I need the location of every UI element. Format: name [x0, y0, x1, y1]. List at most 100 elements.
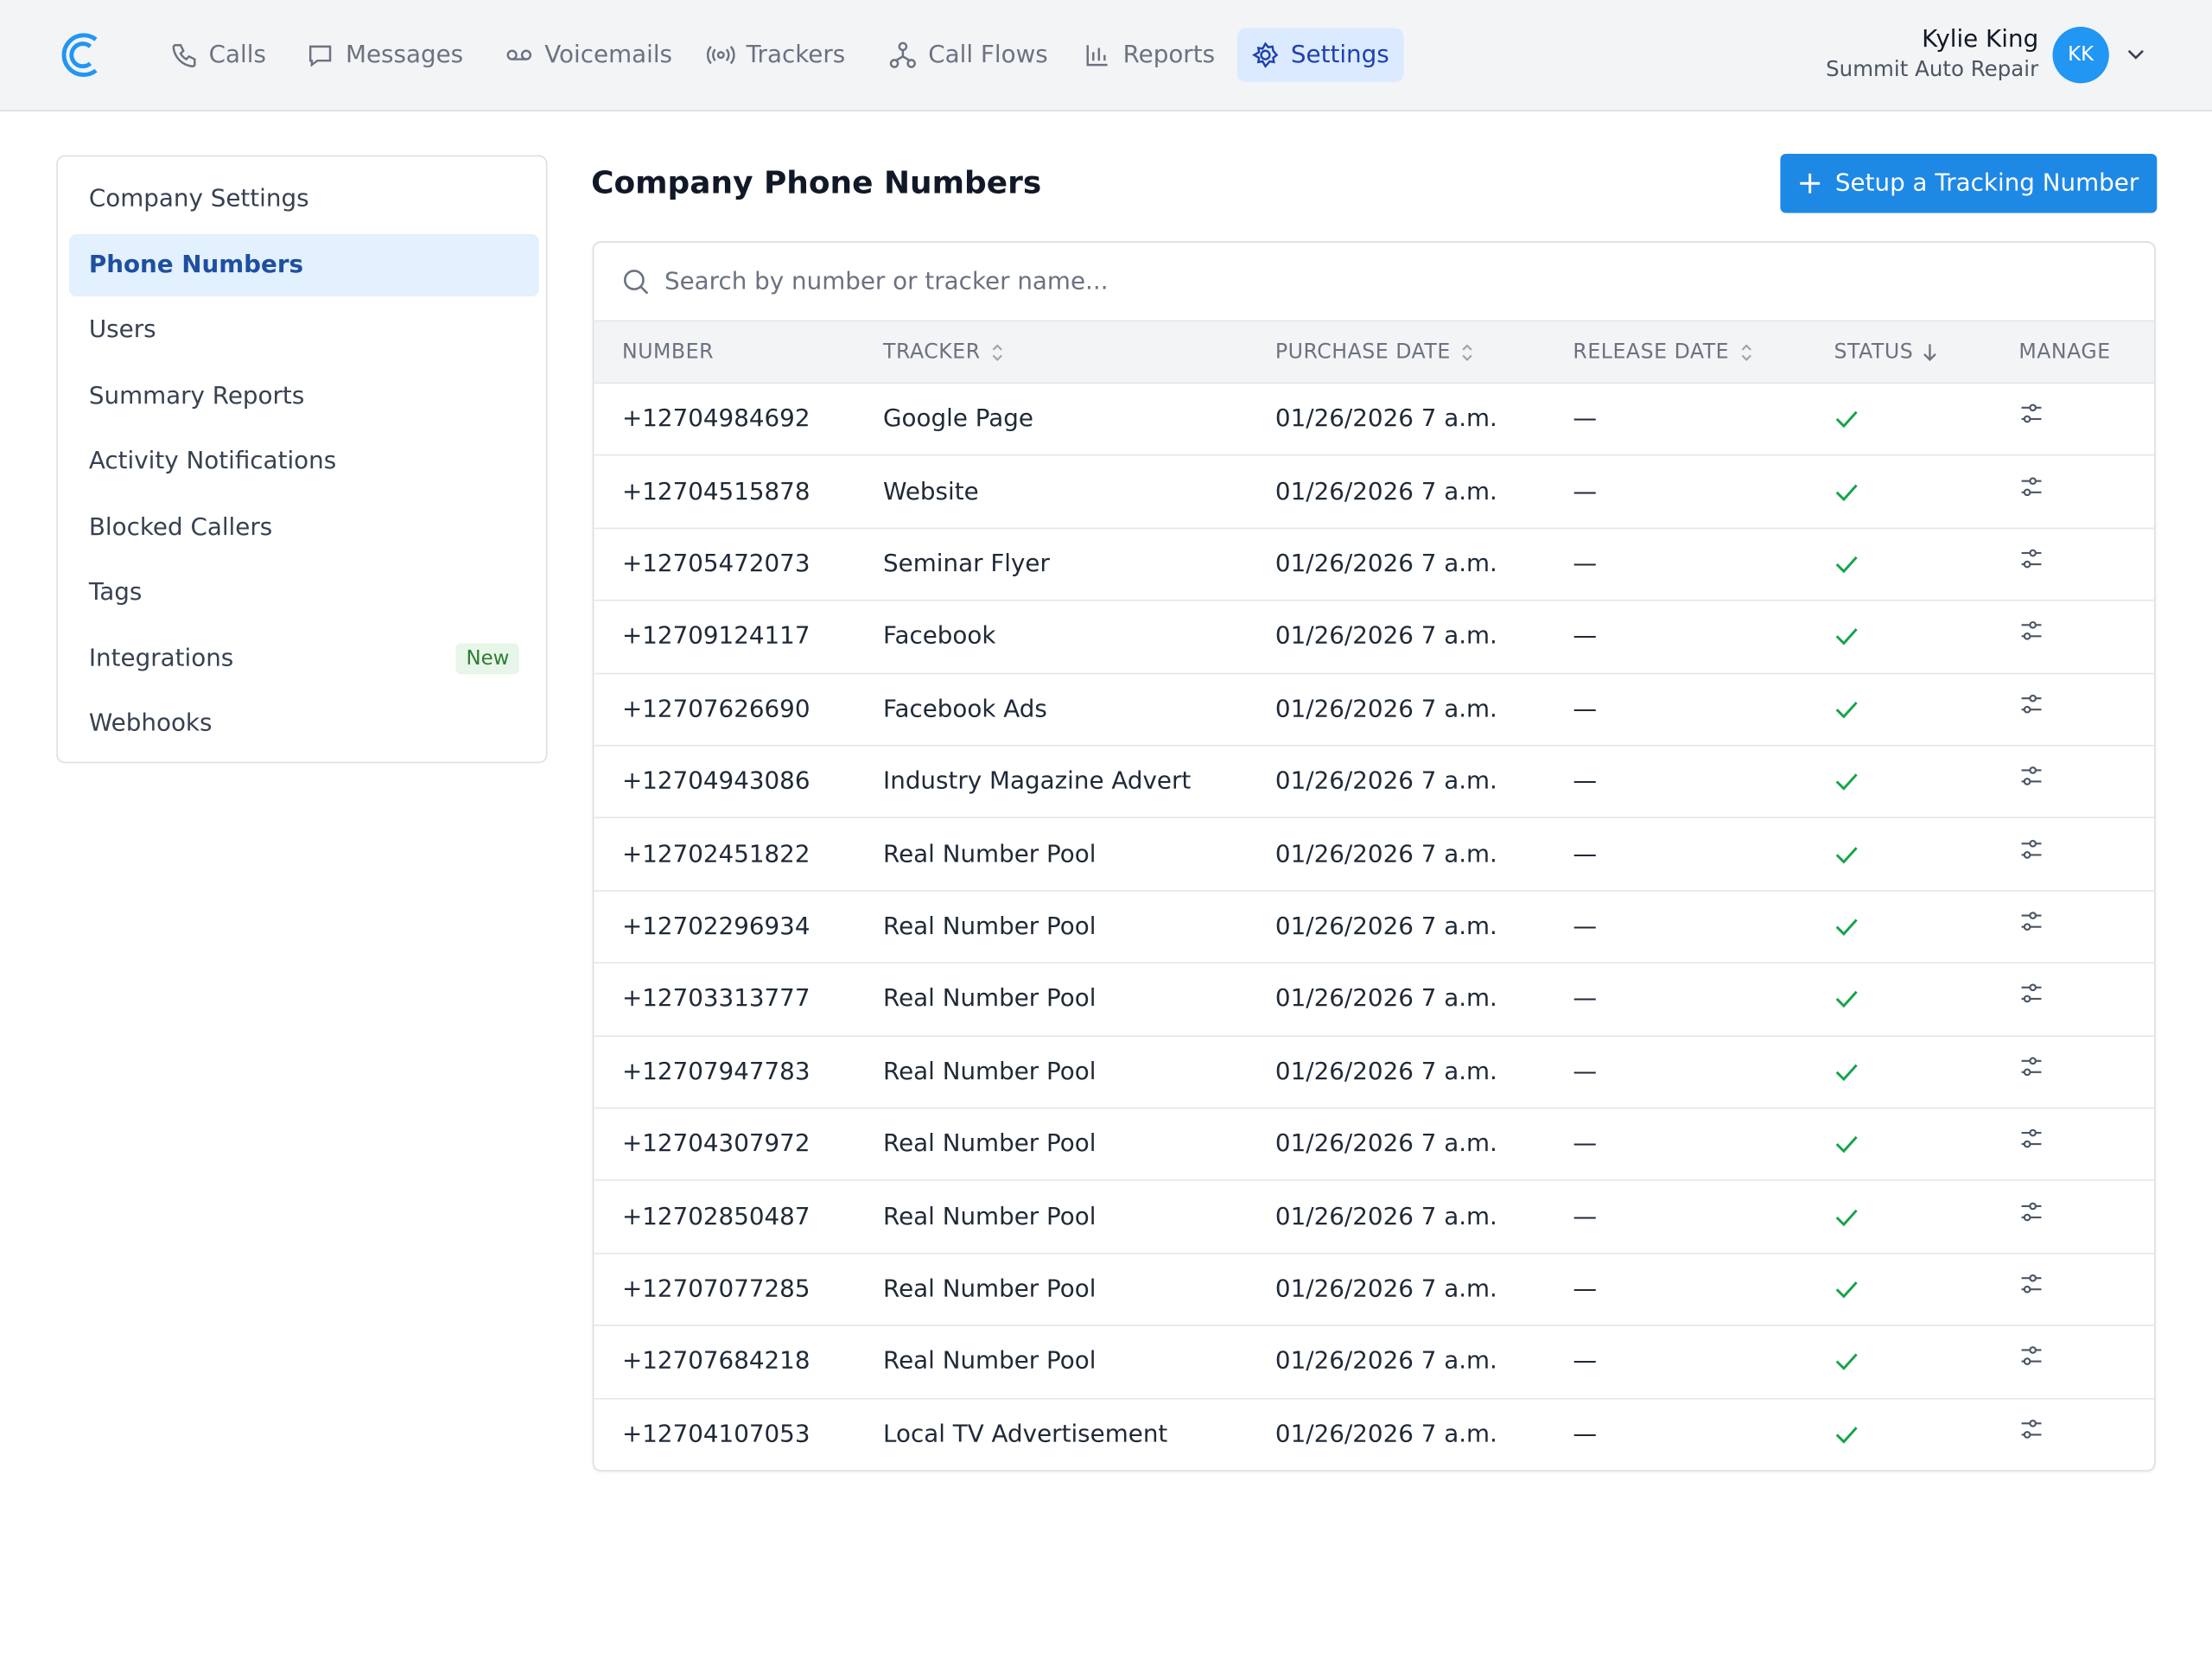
sidebar-item[interactable]: Integrations New [69, 627, 539, 690]
nav-item[interactable]: Call Flows [874, 29, 1062, 82]
tracker-cell: Facebook [883, 622, 996, 652]
search-box[interactable]: Search by number or tracker name... [594, 243, 2154, 321]
avatar[interactable]: KK [2052, 27, 2109, 84]
tracker-cell: Google Page [883, 404, 1033, 434]
setup-tracking-number-button[interactable]: Setup a Tracking Number [1780, 153, 2158, 213]
manage-icon [2018, 1126, 2044, 1151]
sidebar-label: Tags [88, 578, 143, 607]
sidebar-item[interactable]: Company Settings [69, 168, 539, 230]
nav-item[interactable]: Trackers [693, 29, 860, 82]
nav-icon-svg [506, 49, 532, 60]
nav-icon [1084, 41, 1112, 69]
column-header-label: STATUS [1834, 340, 1914, 364]
nav-label: Call Flows [928, 41, 1048, 69]
manage-cell[interactable] [2018, 1393, 2044, 1464]
logo[interactable] [60, 31, 105, 79]
sidebar-item[interactable]: Blocked Callers [69, 496, 539, 558]
sidebar-label: Users [88, 315, 156, 345]
manage-cell[interactable] [2018, 1103, 2044, 1174]
sidebar-item[interactable]: Activity Notifications [69, 430, 539, 493]
sort-icon-svg [992, 343, 1002, 361]
tracker-cell: Real Number Pool [883, 1130, 1096, 1159]
manage-icon [2018, 981, 2044, 1006]
sidebar-item[interactable]: Users [69, 299, 539, 361]
purchase-date-cell: 01/26/2026 7 a.m. [1274, 767, 1497, 797]
manage-icon-svg [2021, 984, 2042, 1003]
manage-cell[interactable] [2018, 1176, 2044, 1247]
nav-item[interactable]: Messages [292, 29, 477, 82]
sidebar-item[interactable]: Webhooks [69, 693, 539, 755]
number-cell: +12705472073 [622, 550, 810, 579]
manage-icon [2018, 908, 2044, 933]
manage-cell[interactable] [2018, 523, 2044, 594]
status-check [1834, 1205, 1859, 1230]
column-header: MANAGE [2018, 321, 2110, 382]
top-bar: Kylie King Summit Auto Repair KK Calls Me… [0, 0, 2212, 111]
manage-cell[interactable] [2018, 1031, 2044, 1102]
status-cell [1834, 529, 1859, 600]
manage-cell[interactable] [2018, 886, 2044, 957]
manage-cell[interactable] [2018, 378, 2044, 449]
manage-icon [2018, 619, 2044, 644]
manage-cell[interactable] [2018, 813, 2044, 884]
manage-cell[interactable] [2018, 741, 2044, 811]
manage-cell[interactable] [2018, 450, 2044, 521]
release-date-cell: — [1573, 622, 1598, 652]
manage-cell[interactable] [2018, 1249, 2044, 1319]
release-date-cell: — [1573, 1420, 1598, 1449]
manage-icon-svg [2021, 766, 2042, 786]
manage-icon [2018, 546, 2044, 571]
manage-icon-svg [2021, 404, 2042, 423]
status-cell [1834, 963, 1859, 1034]
nav-icon-svg [889, 41, 916, 68]
release-date-cell: — [1573, 912, 1598, 941]
column-header[interactable]: TRACKER [883, 321, 1006, 382]
column-header[interactable]: PURCHASE DATE [1275, 321, 1476, 382]
manage-icon-svg [2021, 1128, 2042, 1148]
manage-cell[interactable] [2018, 958, 2044, 1029]
manage-cell[interactable] [2018, 668, 2044, 739]
nav-label: Reports [1122, 41, 1216, 69]
nav-item[interactable]: Reports [1070, 29, 1230, 82]
manage-icon [2018, 1344, 2044, 1369]
sidebar-item[interactable]: Tags [69, 562, 539, 624]
column-header[interactable]: RELEASE DATE [1573, 321, 1754, 382]
nav-icon [505, 41, 533, 69]
user-info[interactable]: Kylie King Summit Auto Repair [1826, 25, 2038, 81]
number-cell: +12702850487 [622, 1202, 810, 1231]
purchase-date-cell: 01/26/2026 7 a.m. [1274, 1420, 1497, 1449]
manage-icon [2018, 1416, 2044, 1441]
status-check-svg [1835, 1281, 1858, 1299]
status-cell [1834, 384, 1859, 454]
nav-item[interactable]: Voicemails [491, 29, 686, 82]
page-title: Company Phone Numbers [591, 166, 1042, 202]
status-check-svg [1835, 1209, 1858, 1226]
number-cell: +12702451822 [622, 840, 810, 869]
tracker-cell: Real Number Pool [883, 1202, 1096, 1231]
release-date-cell: — [1573, 477, 1598, 506]
tracker-cell: Industry Magazine Advert [883, 767, 1192, 797]
table-header: NUMBER TRACKER PURCHASE DATE RELEASE DATE ST… [594, 320, 2155, 385]
manage-cell[interactable] [2018, 595, 2044, 666]
nav-item[interactable]: Settings [1236, 28, 1404, 82]
number-cell: +12703313777 [622, 985, 810, 1014]
status-check [1834, 624, 1859, 649]
status-check-svg [1835, 846, 1858, 863]
search-placeholder: Search by number or tracker name... [664, 267, 1109, 296]
nav-icon [306, 41, 334, 69]
sidebar-item[interactable]: Summary Reports [69, 365, 539, 427]
table-row: +12705472073 Seminar Flyer 01/26/2026 7 a.… [594, 529, 2155, 601]
nav-icon [169, 41, 198, 69]
column-header-label: NUMBER [622, 340, 715, 364]
status-check [1834, 696, 1859, 721]
sorted-desc-icon-svg [1923, 343, 1937, 361]
sidebar-item[interactable]: Phone Numbers [69, 233, 539, 296]
release-date-cell: — [1573, 1347, 1598, 1376]
manage-cell[interactable] [2018, 1320, 2044, 1391]
purchase-date-cell: 01/26/2026 7 a.m. [1274, 912, 1497, 941]
number-cell: +12709124117 [622, 622, 810, 652]
release-date-cell: — [1573, 767, 1598, 797]
nav-item[interactable]: Calls [156, 29, 281, 82]
user-menu-chevron[interactable] [2125, 45, 2147, 65]
column-header[interactable]: STATUS [1834, 321, 1938, 382]
